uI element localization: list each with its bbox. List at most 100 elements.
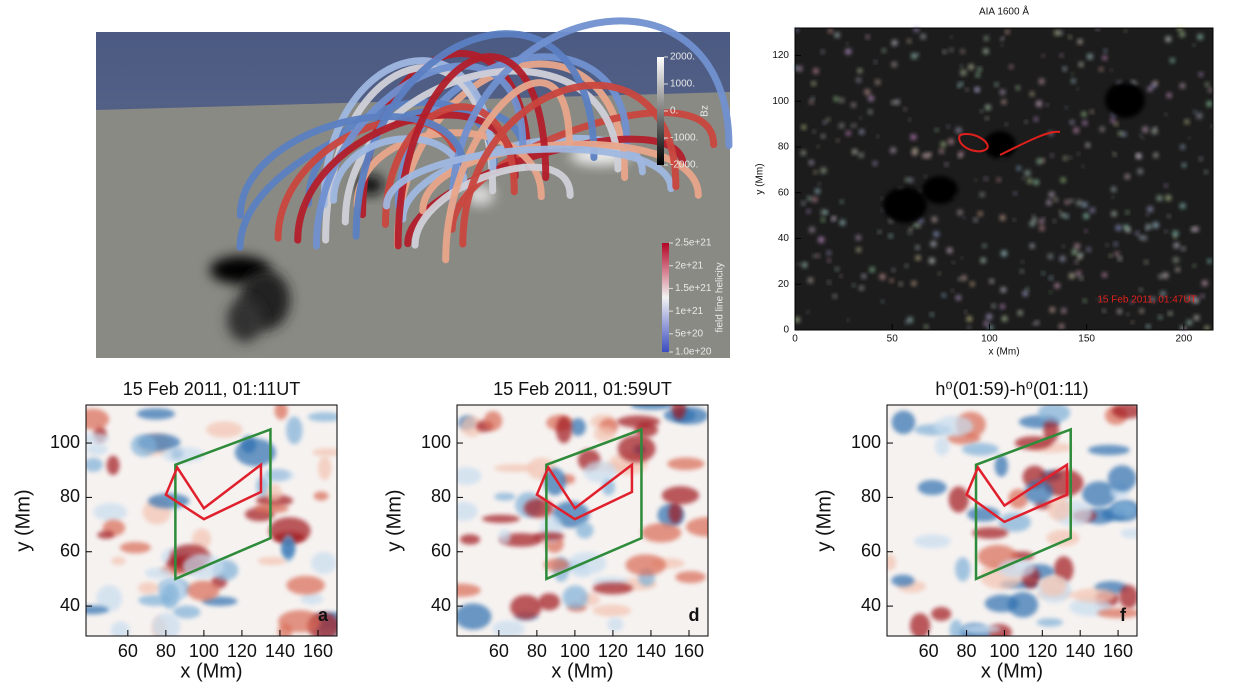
heatmap-blob — [281, 538, 296, 559]
heatmap-blob — [972, 527, 1009, 539]
heatmap-blob — [457, 583, 481, 597]
bright-point — [872, 161, 878, 166]
panel-letter: a — [318, 605, 329, 625]
heatmap-blob — [1097, 608, 1137, 619]
bright-point — [1191, 296, 1198, 303]
bright-point — [941, 293, 946, 298]
bright-point — [1022, 290, 1029, 297]
bright-point — [889, 278, 894, 283]
heatmap-blob — [144, 567, 173, 579]
bright-point — [836, 139, 840, 142]
bright-point — [1162, 272, 1169, 279]
x-tick-label: 100 — [989, 641, 1019, 661]
bright-point — [1036, 158, 1043, 165]
bright-point — [980, 109, 983, 113]
bright-point — [1142, 126, 1149, 133]
bright-point — [957, 86, 960, 89]
heatmap-blob — [955, 557, 971, 582]
bright-point — [1198, 72, 1203, 77]
bright-point — [846, 42, 849, 45]
bright-point — [964, 310, 968, 314]
bright-point — [1085, 142, 1091, 148]
heatmap-blob — [593, 426, 616, 442]
bright-point — [832, 294, 837, 299]
heatmap-blob — [483, 410, 503, 431]
colorbar-tick-label: 1.0e+20 — [675, 347, 712, 358]
bright-point — [820, 217, 825, 222]
bright-point — [1110, 118, 1116, 124]
bright-point — [1201, 280, 1208, 287]
y-tick-label: 80 — [60, 486, 80, 506]
bright-point — [1075, 270, 1082, 277]
bright-point — [1039, 225, 1045, 231]
bright-point — [996, 177, 1001, 182]
bright-point — [881, 208, 885, 212]
bright-point — [1078, 62, 1084, 67]
heatmap-blob — [575, 522, 594, 539]
sunspot — [1105, 82, 1145, 118]
heatmap-blob — [607, 617, 624, 632]
bright-point — [840, 200, 844, 204]
bright-point — [890, 147, 897, 154]
bright-point — [1064, 199, 1070, 205]
bright-point — [820, 167, 827, 174]
bright-point — [967, 325, 971, 330]
bright-point — [813, 170, 818, 174]
bright-point — [1059, 53, 1064, 58]
bright-point — [794, 27, 799, 32]
heatmap-blob — [675, 571, 706, 584]
bright-point — [1084, 229, 1088, 233]
bright-point — [1058, 30, 1063, 36]
heatmap-blob — [313, 491, 329, 501]
field-line — [382, 145, 675, 210]
heatmap-blob — [961, 442, 999, 456]
bright-point — [845, 130, 851, 136]
sunspot — [883, 187, 927, 223]
bright-point — [824, 210, 829, 214]
heatmap-blob — [543, 558, 570, 572]
x-tick-label: 80 — [957, 641, 977, 661]
heatmap-blob — [119, 541, 151, 554]
heatmap-blob — [661, 486, 700, 505]
bright-point — [834, 32, 840, 38]
y-tick-label: 60 — [431, 541, 451, 561]
bright-point — [1025, 287, 1029, 291]
bright-point — [1021, 260, 1024, 263]
bright-point — [839, 219, 846, 226]
bright-point — [891, 39, 898, 46]
bright-point — [1082, 120, 1088, 126]
bright-point — [1073, 127, 1080, 134]
heatmap-blob — [147, 493, 190, 509]
heatmap-blob — [1007, 591, 1039, 618]
x-tick-label: 100 — [560, 641, 590, 661]
bright-point — [1032, 218, 1036, 221]
colorbar-label: field line helicity — [715, 262, 726, 332]
heatmap-blob — [274, 405, 288, 420]
bright-point — [1113, 153, 1117, 157]
heatmap-blob — [552, 501, 590, 528]
bright-point — [1125, 227, 1131, 233]
bright-point — [839, 274, 843, 278]
bright-point — [868, 95, 875, 102]
region-outline — [164, 462, 263, 521]
heatmap-blob — [494, 492, 516, 501]
bright-point — [979, 192, 985, 198]
heatmap-blob — [592, 604, 632, 617]
bright-point — [950, 35, 953, 39]
bright-point — [1001, 315, 1008, 322]
colorbar-label: Bz — [700, 105, 711, 117]
heatmap-blob — [1024, 480, 1054, 504]
title: AIA 1600 Å — [979, 5, 1029, 18]
title: 15 Feb 2011, 01:59UT — [493, 379, 672, 399]
bright-point — [1090, 110, 1094, 114]
bright-point — [1063, 156, 1068, 161]
bright-point — [861, 273, 867, 279]
bright-point — [1112, 151, 1115, 154]
heatmap-blob — [161, 583, 180, 610]
bright-point — [924, 324, 929, 329]
bright-point — [1121, 131, 1127, 137]
bright-point — [1005, 29, 1010, 35]
bright-point — [935, 128, 939, 132]
heatmap-blob — [931, 606, 952, 621]
bright-point — [1164, 184, 1168, 188]
